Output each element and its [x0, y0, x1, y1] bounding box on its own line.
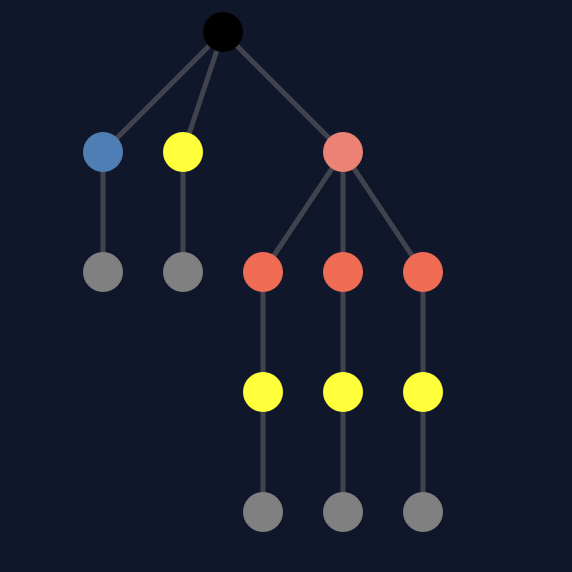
- tree-edge-root-a: [101, 30, 225, 154]
- tree-node-a1: [83, 252, 123, 292]
- tree-node-c1a1: [243, 492, 283, 532]
- tree-node-c1: [243, 252, 283, 292]
- tree-node-c2a: [323, 372, 363, 412]
- tree-edge-c-c1: [260, 150, 346, 274]
- tree-node-b: [163, 132, 203, 172]
- tree-node-b1: [163, 252, 203, 292]
- tree-node-c3a: [403, 372, 443, 412]
- tree-node-a: [83, 132, 123, 172]
- tree-node-c: [323, 132, 363, 172]
- tree-node-c2: [323, 252, 363, 292]
- tree-node-c3: [403, 252, 443, 292]
- nodes-layer: [83, 12, 443, 532]
- tree-node-c3a1: [403, 492, 443, 532]
- tree-node-c2a1: [323, 492, 363, 532]
- tree-edge-root-c: [221, 30, 345, 154]
- tree-edge-c-c3: [340, 150, 426, 274]
- tree-edge-root-b: [180, 31, 226, 153]
- tree-node-c1a: [243, 372, 283, 412]
- tree-node-root: [203, 12, 243, 52]
